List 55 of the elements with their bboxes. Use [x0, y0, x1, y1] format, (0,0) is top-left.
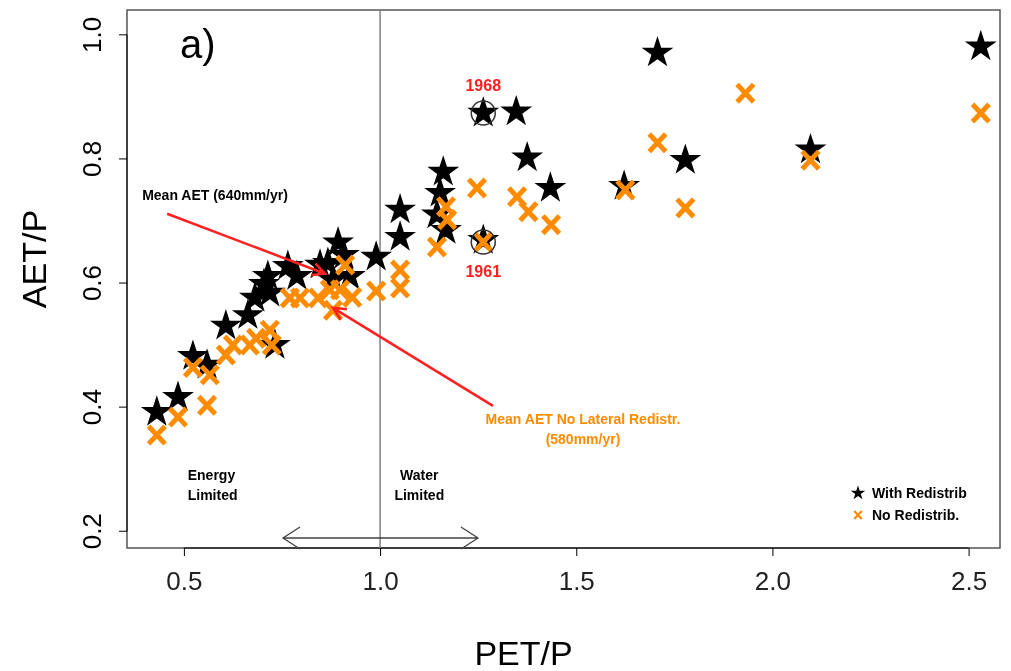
y-tick-label: 0.2 — [77, 513, 107, 550]
y-axis-title: AET/P — [15, 209, 53, 309]
point — [360, 240, 393, 271]
annotation: Water Limited — [394, 467, 445, 503]
point — [196, 394, 218, 417]
point — [427, 155, 460, 186]
point — [182, 356, 204, 379]
annotation: a) — [180, 22, 216, 66]
annotation: Energy Limited — [187, 467, 238, 503]
point — [506, 185, 528, 209]
point — [146, 423, 168, 447]
point — [167, 405, 189, 429]
y-tick-label: 1.0 — [77, 16, 107, 53]
point — [341, 286, 363, 309]
point — [534, 171, 567, 202]
point — [970, 101, 992, 125]
point — [500, 95, 533, 126]
point — [511, 140, 544, 172]
x-axis-title: PET/P — [474, 634, 573, 671]
point — [517, 200, 540, 223]
annotation: 1961 — [465, 263, 502, 281]
point — [466, 176, 488, 200]
y-tick-label: 0.8 — [77, 140, 107, 178]
point — [231, 298, 264, 329]
point — [259, 318, 281, 342]
x-tick-label: 1.5 — [558, 566, 595, 597]
point — [199, 363, 221, 387]
x-tick-label: 0.5 — [166, 566, 203, 597]
annotation: 1968 — [465, 77, 502, 95]
point — [389, 258, 411, 282]
x-tick-label: 2.0 — [754, 566, 792, 597]
y-tick-label: 0.4 — [77, 389, 107, 426]
point — [162, 380, 194, 411]
point — [540, 213, 562, 236]
point — [674, 196, 697, 220]
point — [365, 279, 387, 303]
legend-label: With Redistrib — [872, 485, 967, 501]
point — [251, 259, 284, 290]
x-tick-label: 2.5 — [951, 566, 988, 597]
point — [384, 220, 416, 251]
annotation: Mean AET No Lateral Redistr. (580mm/yr) — [485, 410, 681, 447]
y-tick-label: 0.6 — [77, 264, 107, 302]
point — [641, 36, 674, 67]
point — [669, 143, 702, 174]
point — [389, 276, 411, 300]
point — [215, 343, 237, 367]
annotation: Mean AET (640mm/yr) — [142, 186, 288, 203]
point — [384, 193, 416, 224]
point — [426, 235, 448, 259]
point — [646, 131, 669, 155]
point — [734, 81, 757, 105]
legend-label: No Redistrib. — [872, 507, 960, 523]
point — [964, 29, 997, 61]
point — [209, 309, 242, 340]
x-tick-label: 1.0 — [362, 566, 399, 597]
